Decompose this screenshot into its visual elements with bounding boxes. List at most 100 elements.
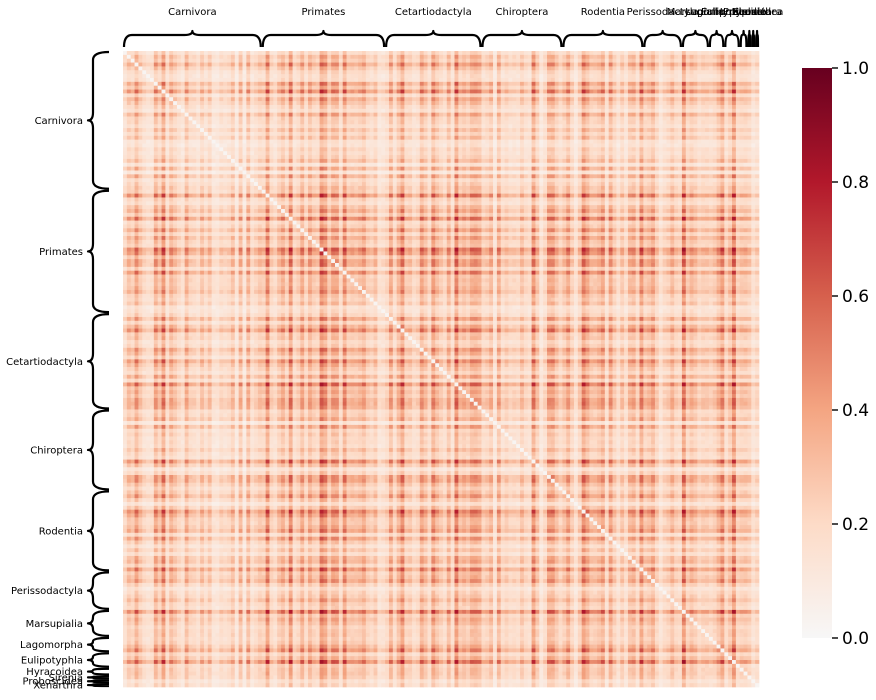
- heatmap-cell: [207, 135, 212, 140]
- heatmap-cell: [701, 131, 706, 137]
- heatmap-cell: [751, 101, 756, 106]
- heatmap-cell: [577, 89, 583, 94]
- heatmap-cell: [184, 128, 189, 133]
- heatmap-cell: [535, 139, 540, 144]
- heatmap-cell: [573, 70, 579, 75]
- heatmap-cell: [724, 116, 729, 121]
- heatmap-cell: [338, 151, 344, 156]
- heatmap-cell: [639, 66, 644, 71]
- heatmap-cell: [500, 112, 505, 117]
- heatmap-cell: [512, 58, 517, 63]
- heatmap-cell: [203, 70, 209, 75]
- heatmap-cell: [373, 158, 378, 164]
- heatmap-cell: [392, 54, 398, 60]
- heatmap-cell: [647, 151, 652, 156]
- heatmap-cell: [134, 54, 139, 60]
- heatmap-cell: [246, 108, 251, 114]
- heatmap-cell: [624, 116, 629, 121]
- heatmap-cell: [562, 66, 567, 71]
- heatmap-cell: [388, 135, 394, 140]
- heatmap-cell: [238, 112, 243, 117]
- heatmap-cell: [138, 124, 143, 129]
- heatmap-cell: [581, 158, 586, 164]
- heatmap-cell: [685, 116, 690, 121]
- heatmap-cell: [635, 51, 640, 56]
- heatmap-cell: [331, 101, 336, 106]
- heatmap-cell: [311, 128, 317, 133]
- heatmap-cell: [234, 70, 239, 75]
- heatmap-cell: [369, 54, 374, 60]
- heatmap-cell: [647, 51, 652, 56]
- heatmap-cell: [169, 51, 174, 56]
- heatmap-cell: [516, 155, 521, 160]
- heatmap-cell: [747, 120, 752, 125]
- heatmap-cell: [550, 54, 556, 60]
- heatmap-cell: [277, 128, 282, 133]
- heatmap-cell: [751, 120, 756, 125]
- heatmap-cell: [685, 120, 690, 125]
- heatmap-cell: [651, 93, 656, 98]
- heatmap-cell: [662, 74, 667, 79]
- heatmap-cell: [724, 128, 729, 133]
- heatmap-cell: [620, 66, 625, 71]
- heatmap-cell: [593, 151, 598, 156]
- heatmap-cell: [354, 128, 359, 133]
- heatmap-cell: [157, 108, 162, 114]
- heatmap-cell: [739, 116, 744, 121]
- heatmap-cell: [311, 139, 317, 144]
- heatmap-cell: [643, 97, 648, 102]
- heatmap-cell: [365, 81, 371, 87]
- heatmap-cell: [739, 147, 744, 152]
- heatmap-cell: [161, 85, 166, 90]
- heatmap-cell: [169, 89, 174, 94]
- heatmap-cell: [697, 74, 702, 79]
- heatmap-cell: [412, 151, 417, 156]
- heatmap-cell: [196, 77, 201, 83]
- heatmap-cell: [346, 143, 351, 148]
- heatmap-cell: [604, 143, 610, 148]
- heatmap-cell: [508, 62, 513, 67]
- heatmap-cell: [654, 124, 660, 129]
- heatmap-cell: [616, 62, 621, 67]
- heatmap-cell: [377, 124, 382, 129]
- heatmap-cell: [674, 54, 679, 60]
- heatmap-cell: [207, 166, 212, 171]
- heatmap-cell: [516, 81, 521, 87]
- heatmap-cell: [331, 112, 336, 117]
- heatmap-cell: [751, 155, 756, 160]
- heatmap-cell: [281, 89, 286, 94]
- heatmap-cell: [643, 77, 648, 83]
- heatmap-cell: [720, 93, 725, 98]
- heatmap-cell: [346, 147, 351, 152]
- heatmap-cell: [654, 151, 660, 156]
- heatmap-cell: [342, 77, 347, 83]
- heatmap-cell: [523, 81, 529, 87]
- heatmap-cell: [246, 66, 251, 71]
- heatmap-cell: [570, 139, 575, 144]
- heatmap-cell: [450, 143, 455, 148]
- heatmap-cell: [358, 93, 363, 98]
- heatmap-cell: [350, 101, 355, 106]
- heatmap-cell: [254, 101, 259, 106]
- heatmap-cell: [281, 58, 286, 63]
- heatmap-cell: [477, 104, 482, 110]
- heatmap-cell: [732, 62, 737, 67]
- heatmap-cell: [635, 112, 640, 117]
- heatmap-cell: [543, 93, 548, 98]
- heatmap-cell: [149, 66, 155, 71]
- heatmap-cell: [427, 51, 432, 56]
- heatmap-cell: [427, 58, 432, 63]
- heatmap-cell: [624, 112, 629, 117]
- heatmap-cell: [215, 151, 220, 156]
- heatmap-cell: [419, 120, 424, 125]
- heatmap-cell: [585, 54, 590, 60]
- heatmap-cell: [577, 162, 583, 167]
- heatmap-cell: [442, 124, 448, 129]
- heatmap-cell: [539, 70, 544, 75]
- heatmap-cell: [142, 131, 147, 137]
- heatmap-cell: [435, 131, 440, 137]
- heatmap-cell: [365, 151, 371, 156]
- heatmap-cell: [735, 62, 741, 67]
- heatmap-cell: [130, 101, 135, 106]
- heatmap-cell: [300, 104, 305, 110]
